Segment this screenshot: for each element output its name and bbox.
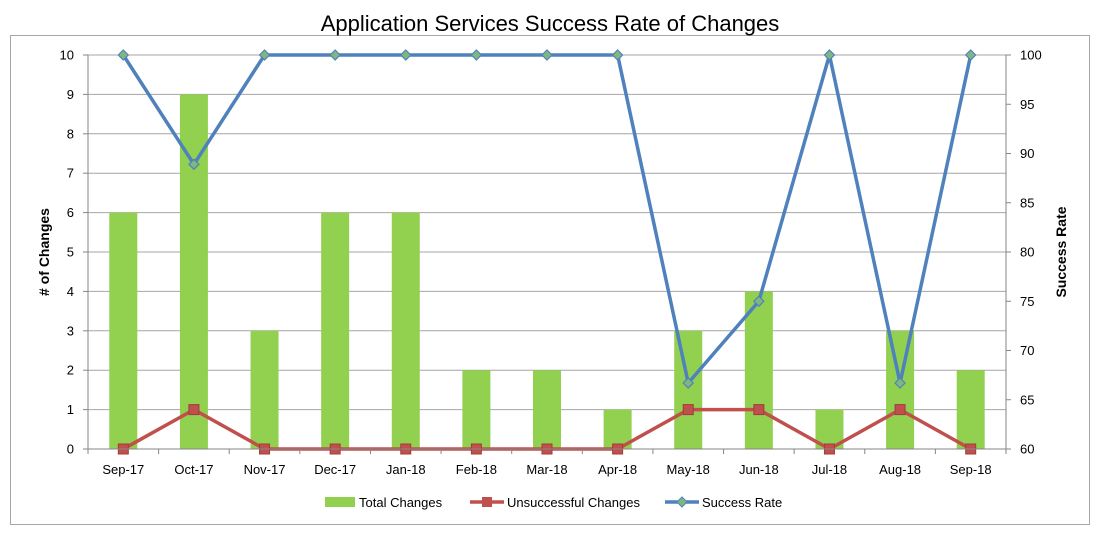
x-tick-label: Jun-18 [739,462,779,477]
bar-total-changes [179,94,208,450]
marker-success-rate [117,49,130,61]
marker-success-rate [258,49,271,61]
y-left-tick-label: 4 [67,284,74,299]
bar-total-changes [886,330,915,449]
y-left-tick-label: 9 [67,87,74,102]
bar-total-changes [462,370,491,449]
bar-total-changes [321,212,350,449]
x-tick-label: Feb-18 [456,462,497,477]
marker-success-rate [823,49,836,61]
marker-success-rate [399,49,412,61]
x-tick-label: Mar-18 [526,462,567,477]
y-left-tick-label: 10 [60,48,74,63]
y-right-tick-label: 95 [1020,97,1034,112]
marker-success-rate [611,49,624,61]
x-tick-label: Oct-17 [174,462,213,477]
y-axis-left-label: # of Changes [36,208,52,296]
line-success-rate [121,53,973,385]
marker-success-rate [964,49,977,61]
legend: Total Changes Unsuccessful Changes Success… [325,495,782,510]
y-right-tick-label: 70 [1020,343,1034,358]
y-right-tick-label: 90 [1020,146,1034,161]
x-tick-label: Jan-18 [386,462,426,477]
marker-unsuccessful-changes [188,404,200,416]
y-left-tick-label: 7 [67,166,74,181]
y-right-tick-label: 100 [1020,48,1042,63]
y-left-tick-label: 5 [67,245,74,260]
y-right-tick-label: 75 [1020,294,1034,309]
marker-success-rate [894,377,906,389]
bar-total-changes [109,212,138,449]
marker-success-rate [541,49,553,61]
legend-label: Success Rate [702,495,782,510]
y-axis-right-ticks: 60 65 70 75 80 85 90 95 100 [1020,48,1042,457]
y-right-tick-label: 85 [1020,195,1034,210]
y-right-tick-label: 60 [1020,442,1034,457]
legend-marker-unsuccessful-changes [482,497,492,507]
y-axis-right-label: Success Rate [1053,206,1069,297]
marker-unsuccessful-changes [753,404,765,416]
marker-success-rate [329,49,342,61]
x-tick-label: Jul-18 [812,462,847,477]
y-left-tick-label: 6 [67,205,74,220]
y-left-tick-label: 3 [67,323,74,338]
marker-success-rate [682,377,695,389]
x-tick-label: Apr-18 [598,462,637,477]
y-left-tick-label: 2 [67,363,74,378]
bar-total-changes [391,212,420,449]
x-tick-label: Aug-18 [879,462,921,477]
marker-unsuccessful-changes [894,404,906,416]
x-tick-label: Dec-17 [314,462,356,477]
bars-total-changes [109,94,985,450]
y-axis-left-ticks: 0 1 2 3 4 5 6 7 8 9 10 [60,48,74,457]
y-right-tick-label: 65 [1020,392,1034,407]
legend-label: Total Changes [359,495,443,510]
x-tick-label: Sep-18 [950,462,992,477]
bar-total-changes [533,370,561,449]
x-tick-label: Sep-17 [102,462,144,477]
legend-marker-success-rate [676,496,688,508]
bar-total-changes [956,370,985,449]
marker-success-rate [470,49,483,61]
x-tick-label: Nov-17 [244,462,286,477]
marker-success-rate [188,158,200,171]
marker-unsuccessful-changes [682,404,694,416]
legend-label: Unsuccessful Changes [507,495,640,510]
bar-total-changes [674,330,703,449]
legend-swatch-total-changes [325,497,355,507]
y-left-tick-label: 0 [67,442,74,457]
x-axis-ticks: Sep-17 Oct-17 Nov-17 Dec-17 Jan-18 Feb-18 Mar-… [102,462,991,477]
bar-total-changes [744,291,773,449]
y-right-tick-label: 80 [1020,245,1034,260]
x-tick-label: May-18 [667,462,710,477]
y-left-tick-label: 1 [67,402,74,417]
bar-total-changes [250,330,279,449]
y-left-tick-label: 8 [67,126,74,141]
axes [83,54,1011,454]
chart-title: Application Services Success Rate of Cha… [321,11,780,36]
marker-success-rate [752,295,765,308]
